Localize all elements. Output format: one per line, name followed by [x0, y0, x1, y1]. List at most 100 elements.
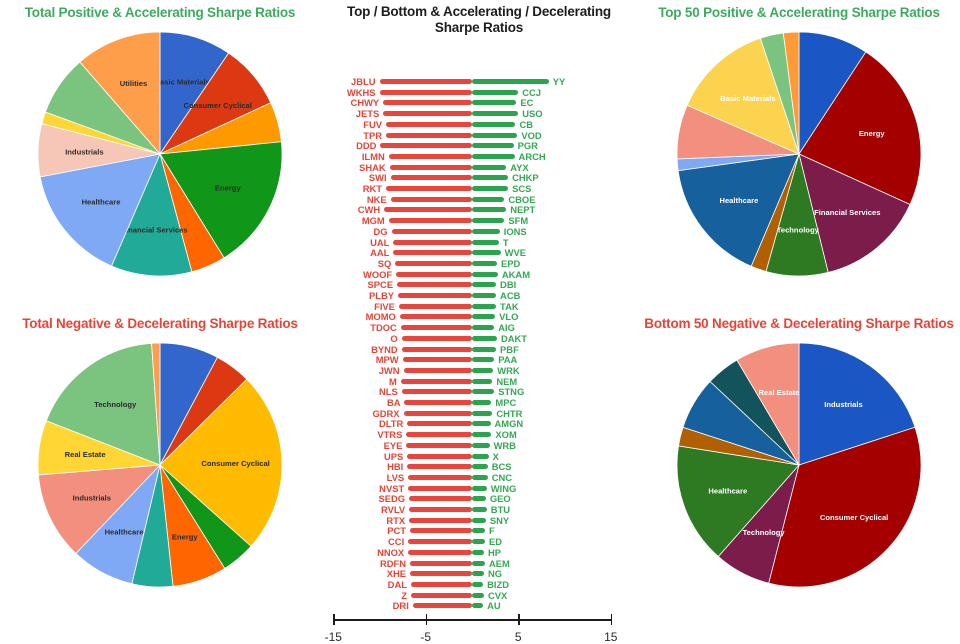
bar-positive[interactable] — [472, 507, 487, 512]
bar-negative[interactable] — [406, 432, 472, 438]
bar-row[interactable]: RVLV BTU — [320, 504, 638, 515]
bar-negative[interactable] — [400, 325, 472, 331]
bar-row[interactable]: O DAKT — [320, 333, 638, 344]
bar-positive[interactable] — [472, 453, 489, 459]
bar-row[interactable]: HBI BCS — [320, 461, 638, 472]
bar-positive[interactable] — [472, 603, 484, 609]
bar-positive[interactable] — [472, 357, 495, 363]
bar-negative[interactable] — [395, 260, 472, 266]
bar-negative[interactable] — [410, 560, 472, 566]
bar-positive[interactable] — [472, 378, 493, 384]
bar-positive[interactable] — [472, 164, 507, 170]
bar-positive[interactable] — [472, 132, 518, 138]
bar-row[interactable]: JETS USO — [320, 108, 638, 119]
bar-positive[interactable] — [472, 496, 486, 502]
bar-positive[interactable] — [472, 175, 509, 181]
pie-slice[interactable] — [677, 153, 800, 267]
bar-row[interactable]: Z CVX — [320, 590, 638, 601]
pie-slice[interactable] — [798, 153, 911, 273]
pie-slice[interactable] — [676, 445, 800, 558]
bar-row[interactable]: CHWY EC — [320, 97, 638, 108]
bar-positive[interactable] — [472, 517, 486, 523]
pie-slice[interactable] — [39, 153, 161, 267]
bar-row[interactable]: NVST WING — [320, 483, 638, 494]
bar-positive[interactable] — [472, 111, 519, 117]
bar-positive[interactable] — [472, 389, 495, 395]
pie-chart-bottom-50-negative-decelerating[interactable]: Industrials Consumer Cyclical Technology He… — [638, 331, 960, 596]
pie-svg-total-negative-decelerating[interactable]: Consumer Cyclical Energy Healthcare Industr… — [10, 335, 310, 595]
bar-negative[interactable] — [391, 228, 472, 234]
bar-positive[interactable] — [472, 314, 496, 320]
bar-positive[interactable] — [472, 121, 516, 127]
bar-positive[interactable] — [472, 432, 492, 438]
bar-row[interactable]: VTRS XOM — [320, 429, 638, 440]
bar-row[interactable]: RDFN AEM — [320, 558, 638, 569]
bar-positive[interactable] — [472, 325, 495, 331]
bar-row[interactable]: UPS X — [320, 451, 638, 462]
pie-slice[interactable] — [736, 342, 800, 467]
bar-row[interactable]: CCI ED — [320, 536, 638, 547]
bar-negative[interactable] — [388, 218, 472, 224]
bar-positive[interactable] — [472, 293, 497, 298]
bar-row[interactable]: WKHS CCJ — [320, 87, 638, 98]
bar-negative[interactable] — [390, 175, 472, 181]
bar-negative[interactable] — [408, 485, 472, 491]
bar-negative[interactable] — [409, 517, 472, 523]
bar-negative[interactable] — [410, 528, 472, 534]
bar-positive[interactable] — [472, 218, 505, 224]
bar-row[interactable]: NNOX HP — [320, 547, 638, 558]
bar-row[interactable]: BA MPC — [320, 397, 638, 408]
bar-row[interactable]: NKE CBOE — [320, 194, 638, 205]
bar-positive[interactable] — [472, 196, 505, 202]
bar-row[interactable]: LVS CNC — [320, 472, 638, 483]
bar-positive[interactable] — [472, 442, 490, 448]
bar-negative[interactable] — [393, 250, 472, 256]
bar-positive[interactable] — [472, 592, 485, 598]
bar-positive[interactable] — [472, 421, 491, 427]
bar-row[interactable]: RKT SCS — [320, 183, 638, 194]
bar-row[interactable]: DRI AU — [320, 600, 638, 611]
pie-chart-total-negative-decelerating[interactable]: Consumer Cyclical Energy Healthcare Industr… — [0, 331, 320, 596]
bar-row[interactable]: RTX SNY — [320, 515, 638, 526]
bar-negative[interactable] — [407, 464, 472, 470]
bar-negative[interactable] — [398, 303, 472, 309]
bar-positive[interactable] — [472, 560, 485, 566]
bar-row[interactable]: DAL BIZD — [320, 579, 638, 590]
pie-slice[interactable] — [37, 464, 162, 554]
bar-negative[interactable] — [409, 507, 472, 512]
pie-slice[interactable] — [768, 426, 922, 588]
bar-row[interactable]: PCT F — [320, 525, 638, 536]
bar-positive[interactable] — [472, 228, 500, 234]
bar-negative[interactable] — [401, 389, 472, 395]
bar-positive[interactable] — [472, 207, 507, 213]
bar-negative[interactable] — [407, 453, 472, 459]
bar-row[interactable]: EYE WRB — [320, 440, 638, 451]
pie-chart-top-50-positive-accelerating[interactable]: Energy Financial Services Technology Health… — [638, 20, 960, 285]
bar-positive[interactable] — [472, 474, 488, 480]
pie-slice[interactable] — [111, 152, 193, 277]
bar-negative[interactable] — [379, 79, 472, 84]
bar-row[interactable]: CWH NEPT — [320, 204, 638, 215]
bar-negative[interactable] — [403, 367, 472, 373]
bar-row[interactable]: XHE NG — [320, 568, 638, 579]
bar-negative[interactable] — [398, 293, 472, 298]
bar-row[interactable]: GDRX CHTR — [320, 408, 638, 419]
bar-negative[interactable] — [393, 239, 472, 245]
bar-positive[interactable] — [472, 581, 484, 587]
bar-row[interactable]: MOMO VLO — [320, 311, 638, 322]
bar-negative[interactable] — [397, 282, 472, 288]
bar-row[interactable]: SHAK AYX — [320, 162, 638, 173]
bar-negative[interactable] — [379, 89, 472, 95]
bar-row[interactable]: SWI CHKP — [320, 172, 638, 183]
bar-positive[interactable] — [472, 250, 501, 256]
bar-row[interactable]: MGM SFM — [320, 215, 638, 226]
pie-slice[interactable] — [79, 31, 161, 156]
bar-negative[interactable] — [401, 346, 472, 352]
bar-negative[interactable] — [400, 378, 472, 384]
bar-row[interactable]: PLBY ACB — [320, 290, 638, 301]
bar-row[interactable]: MPW PAA — [320, 354, 638, 365]
pie-slice[interactable] — [159, 141, 283, 259]
bar-row[interactable]: FIVE TAK — [320, 301, 638, 312]
bar-negative[interactable] — [390, 196, 472, 202]
bar-negative[interactable] — [401, 335, 472, 341]
